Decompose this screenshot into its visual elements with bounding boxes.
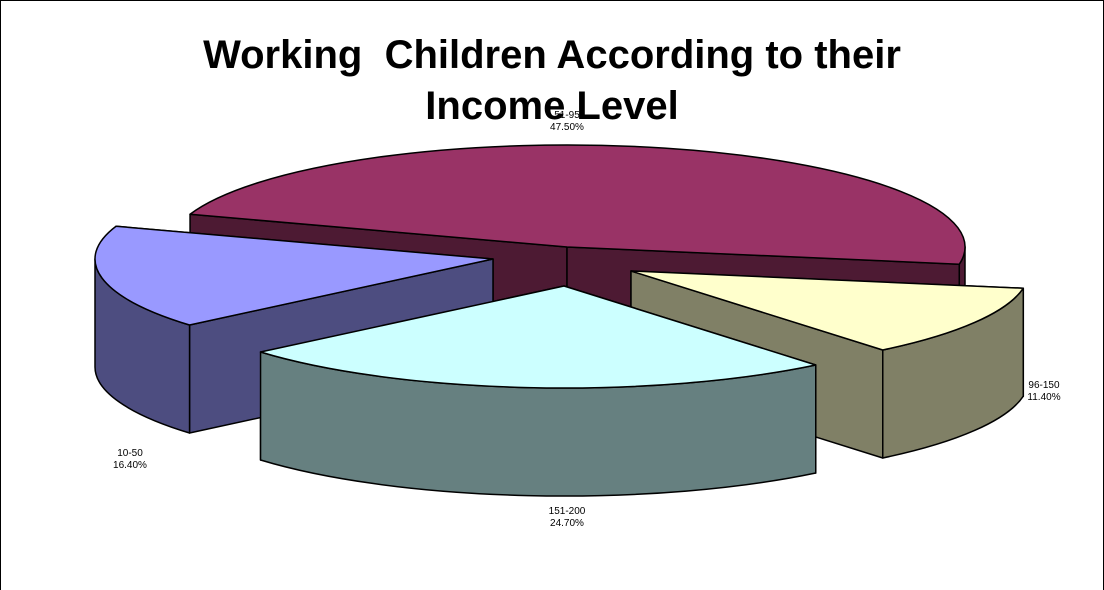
slice-label-151-200: 151-200 [549, 506, 586, 517]
slice-percent-151-200: 24.70% [550, 518, 584, 529]
slice-label-51-95: 51-95 [554, 110, 580, 121]
slice-percent-96-150: 11.40% [1027, 392, 1060, 403]
slice-label-10-50: 10-50 [117, 448, 143, 459]
slice-label-96-150: 96-150 [1028, 380, 1060, 391]
slice-percent-10-50: 16.40% [113, 460, 147, 471]
slice-percent-51-95: 47.50% [550, 122, 584, 133]
